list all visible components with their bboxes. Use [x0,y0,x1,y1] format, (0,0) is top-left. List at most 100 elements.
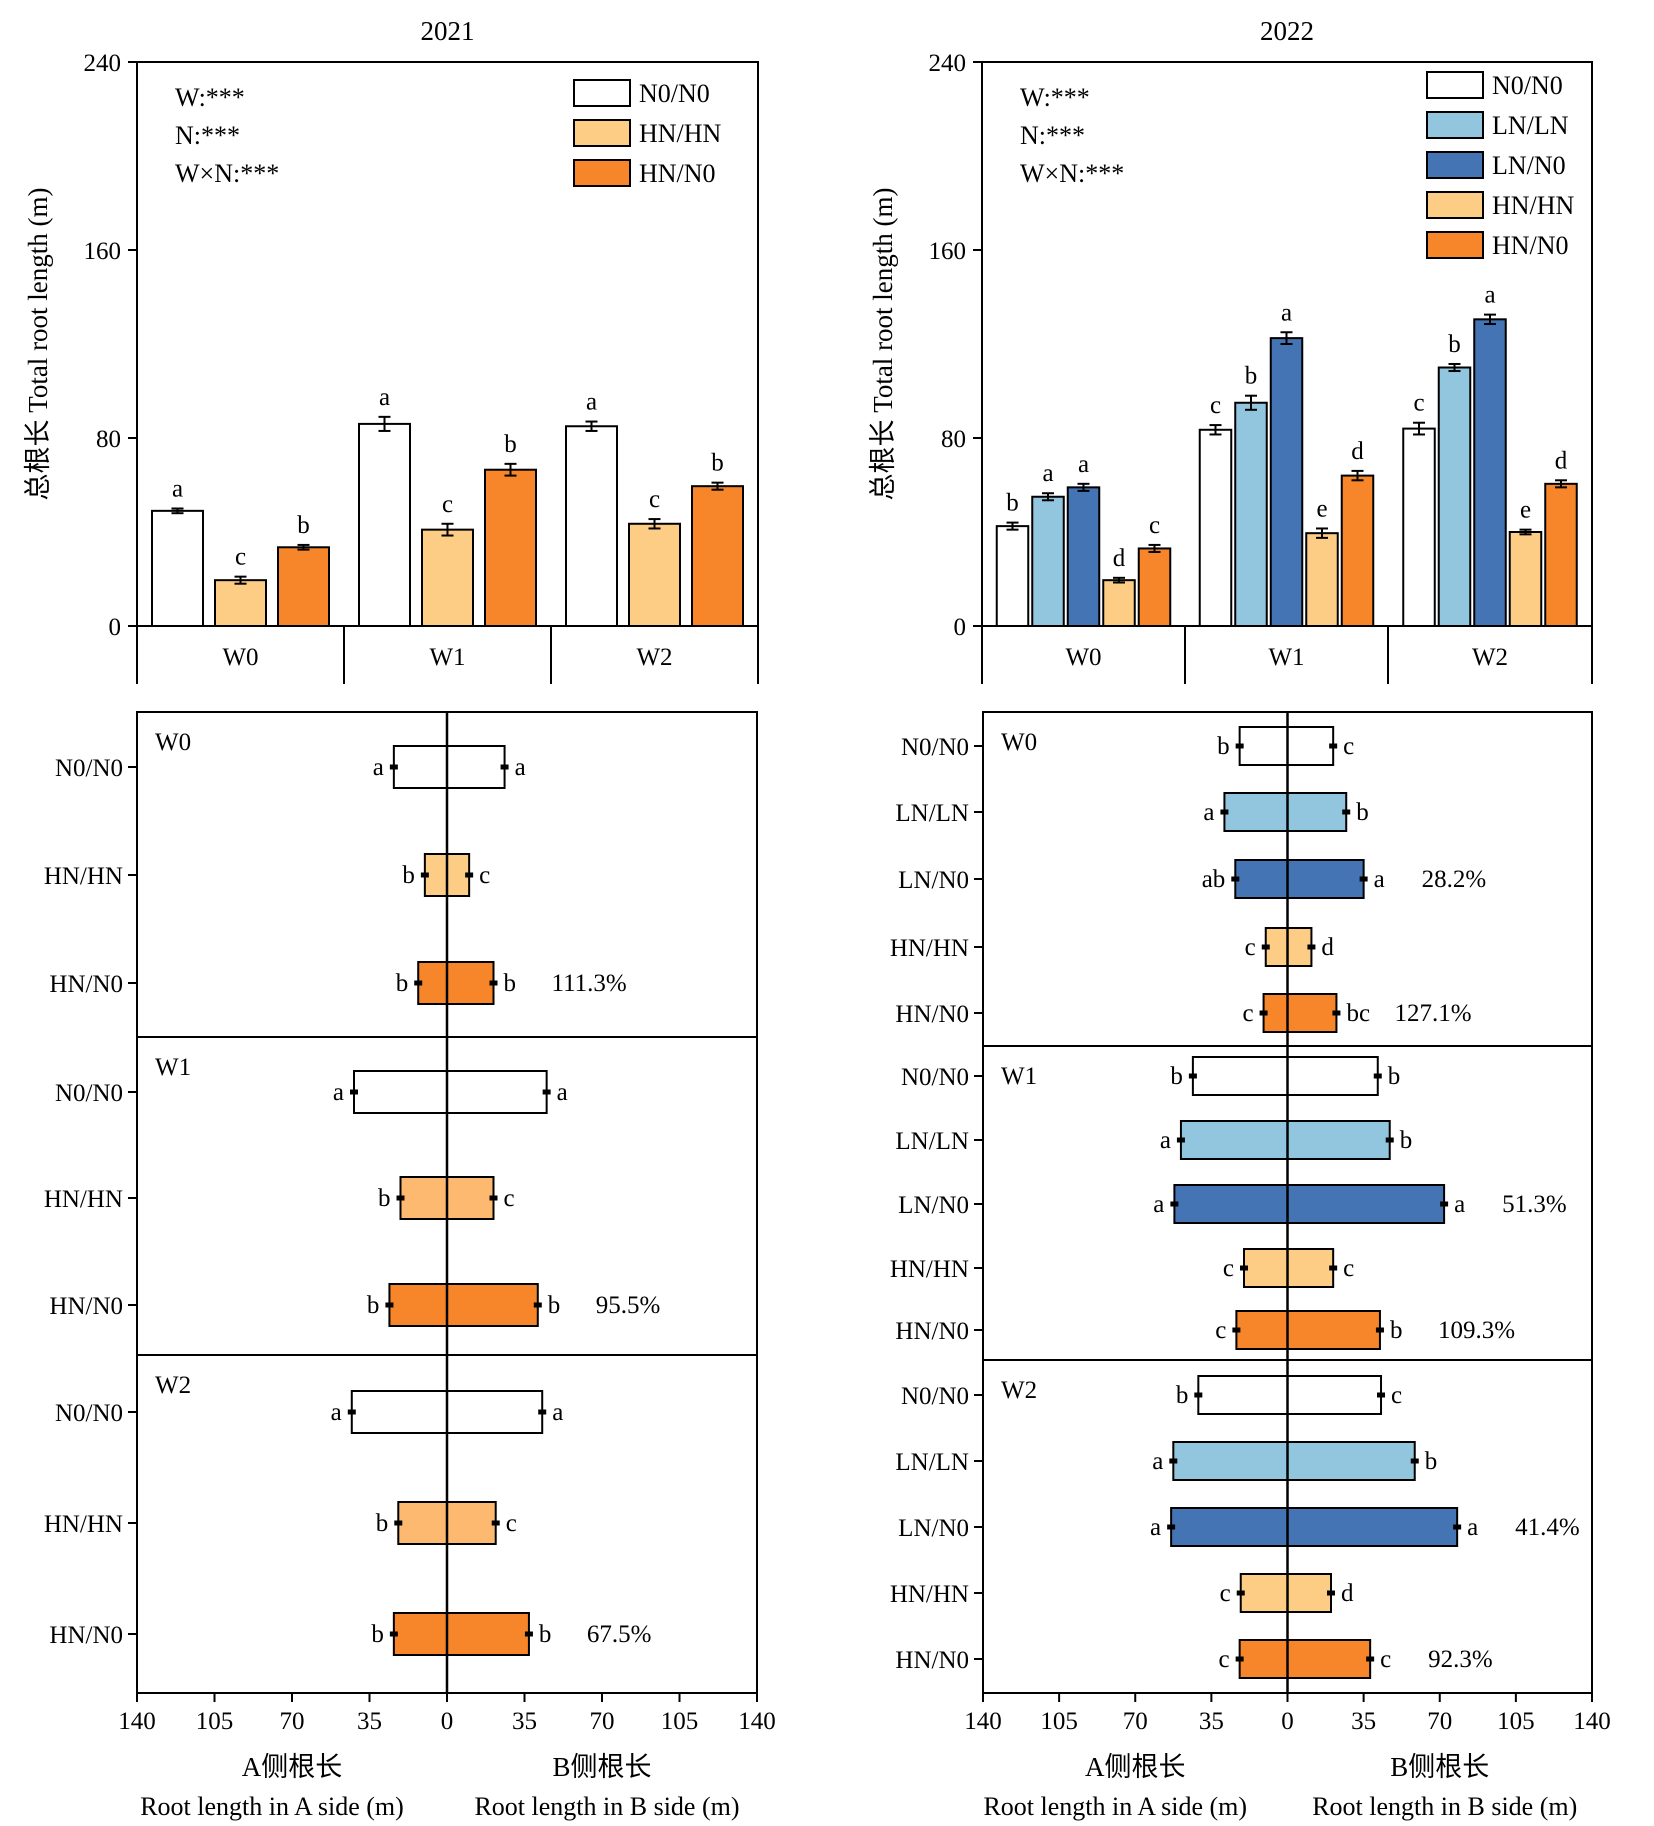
bar-A-W2-HN/N0 [392,1612,449,1656]
bottom-2022-category-label: LN/N0 [898,1192,969,1219]
bar-2021-W2-N0/N0 [565,425,618,627]
bottom-2021-category-label: HN/N0 [49,1622,123,1649]
significance-letter-B: a [552,1399,563,1426]
significance-letter: b [711,450,724,477]
significance-letter: e [1316,495,1327,522]
bottom-2022-category-label: HN/N0 [895,1647,969,1674]
significance-letter: c [649,486,660,513]
significance-letter-B: a [1454,1191,1465,1218]
bar-A-W1-LN/N0 [1173,1184,1289,1224]
bottom-2021-category-label: HN/HN [44,1511,123,1538]
bottom-2022-xtick-label: 70 [1123,1708,1148,1735]
bar-B-W1-N0/N0 [446,1070,548,1114]
significance-letter-A: a [1153,1191,1164,1218]
bottom-2021-category-label: HN/N0 [49,971,123,998]
significance-letter: e [1520,497,1531,524]
significance-letter-A: c [1245,934,1256,961]
bar-B-W0-HN/N0 [446,961,495,1005]
bottom-2022-category-label: HN/HN [890,1581,969,1608]
bottom-2021-xtick-label: 70 [280,1708,305,1735]
bar-A-W2-N0/N0 [1197,1375,1289,1415]
bar-A-W0-N0/N0 [1238,726,1289,766]
bar-2022-W0-LN/N0 [1066,486,1101,627]
bottom-2022-xlabel-left: A侧根长 [1085,1752,1186,1782]
top-2021-ytick-label: 160 [84,238,122,265]
bar-B-W1-HN/N0 [446,1283,539,1327]
bottom-2022-category-label: HN/HN [890,1256,969,1283]
legend-label-N0/N0: N0/N0 [639,79,710,108]
bottom-2021-category-label: N0/N0 [55,755,123,782]
bottom-2022-xtick-label: 140 [964,1708,1002,1735]
significance-letter: c [442,491,453,518]
top-2021-ytick-label: 240 [84,50,122,77]
bottom-2022-xlabel-right: B侧根长 [1390,1752,1489,1782]
bottom-2022-xtick-label: 0 [1281,1708,1294,1735]
bar-A-W2-HN/HN [1239,1573,1289,1613]
bar-2022-W2-LN/LN [1437,366,1472,627]
legend-label-HN/HN: HN/HN [639,119,722,148]
bottom-2022-category-label: LN/LN [895,1128,969,1155]
significance-letter: b [297,512,310,539]
top-2022-category-label: W1 [1268,644,1304,671]
significance-letter-A: b [1170,1063,1183,1090]
bar-A-W1-HN/N0 [1235,1310,1289,1350]
bottom-2022-xtick-label: 35 [1351,1708,1376,1735]
top-2022-category-label: W0 [1065,644,1101,671]
bottom-2021-group-label-W0: W0 [155,729,191,756]
significance-letter: a [1042,460,1053,487]
bottom-2021-xlabel-right-en: Root length in B side (m) [474,1792,739,1821]
significance-letter: b [504,431,517,458]
bottom-2021-xtick-label: 140 [118,1708,156,1735]
bottom-2021-category-label: HN/HN [44,1186,123,1213]
bar-B-W1-LN/LN [1286,1120,1391,1160]
bar-A-W1-HN/N0 [388,1283,448,1327]
bar-2021-W1-N0/N0 [358,422,411,627]
significance-letter-B: b [1425,1448,1438,1475]
bottom-2022-xlabel-left-en: Root length in A side (m) [983,1792,1247,1821]
significance-letter: d [1351,438,1364,465]
bottom-2022-category-label: LN/LN [895,800,969,827]
bar-B-W0-LN/LN [1286,792,1348,832]
bottom-2022-xtick-label: 105 [1040,1708,1078,1735]
significance-letter-B: b [1390,1317,1403,1344]
bar-B-W1-HN/N0 [1286,1310,1381,1350]
significance-letter-B: b [1356,799,1369,826]
bottom-2021-xlabel-left-en: Root length in A side (m) [140,1792,404,1821]
bottom-2021-group-label-W2: W2 [155,1372,191,1399]
significance-letter: c [235,544,246,571]
bottom-2022-category-label: N0/N0 [901,1064,969,1091]
legend-swatch-N0/N0 [573,79,631,107]
increase-percent: 67.5% [587,1621,652,1648]
bottom-2022-category-label: LN/N0 [898,867,969,894]
significance-letter: a [1078,451,1089,478]
top-2022-stat-2: W×N:*** [1020,159,1124,188]
top-2021-ylabel: 总根长 Total root length (m) [23,187,53,500]
significance-letter-B: d [1341,1580,1354,1607]
legend-label-HN/HN: HN/HN [1492,191,1575,220]
bottom-2021-xtick-label: 35 [357,1708,382,1735]
bottom-2022-xtick-label: 140 [1573,1708,1611,1735]
bar-2021-W1-HN/HN [421,528,474,628]
bar-A-W0-LN/LN [1223,792,1289,832]
legend-label-N0/N0: N0/N0 [1492,71,1563,100]
bar-B-W2-HN/N0 [446,1612,530,1656]
increase-percent: 111.3% [552,970,627,997]
significance-letter-A: b [371,1621,384,1648]
top-2022-stat-0: W:*** [1020,83,1090,112]
significance-letter-A: b [376,1510,389,1537]
bottom-2021-group-label-W1: W1 [155,1054,191,1081]
bottom-2021-category-label: N0/N0 [55,1400,123,1427]
bar-B-W1-N0/N0 [1286,1056,1379,1096]
bar-2021-W2-HN/HN [628,522,681,628]
bottom-2022-category-label: N0/N0 [901,734,969,761]
increase-percent: 92.3% [1428,1646,1493,1673]
top-2022-ytick-label: 80 [941,426,966,453]
bar-2022-W1-HN/HN [1305,532,1339,627]
significance-letter-B: c [506,1510,517,1537]
significance-letter-B: c [1380,1646,1391,1673]
significance-letter-A: a [373,754,384,781]
significance-letter-A: a [1150,1514,1161,1541]
top-2022-ylabel: 总根长 Total root length (m) [868,187,898,500]
bar-A-W1-HN/HN [1243,1248,1289,1288]
significance-letter: b [1448,331,1461,358]
